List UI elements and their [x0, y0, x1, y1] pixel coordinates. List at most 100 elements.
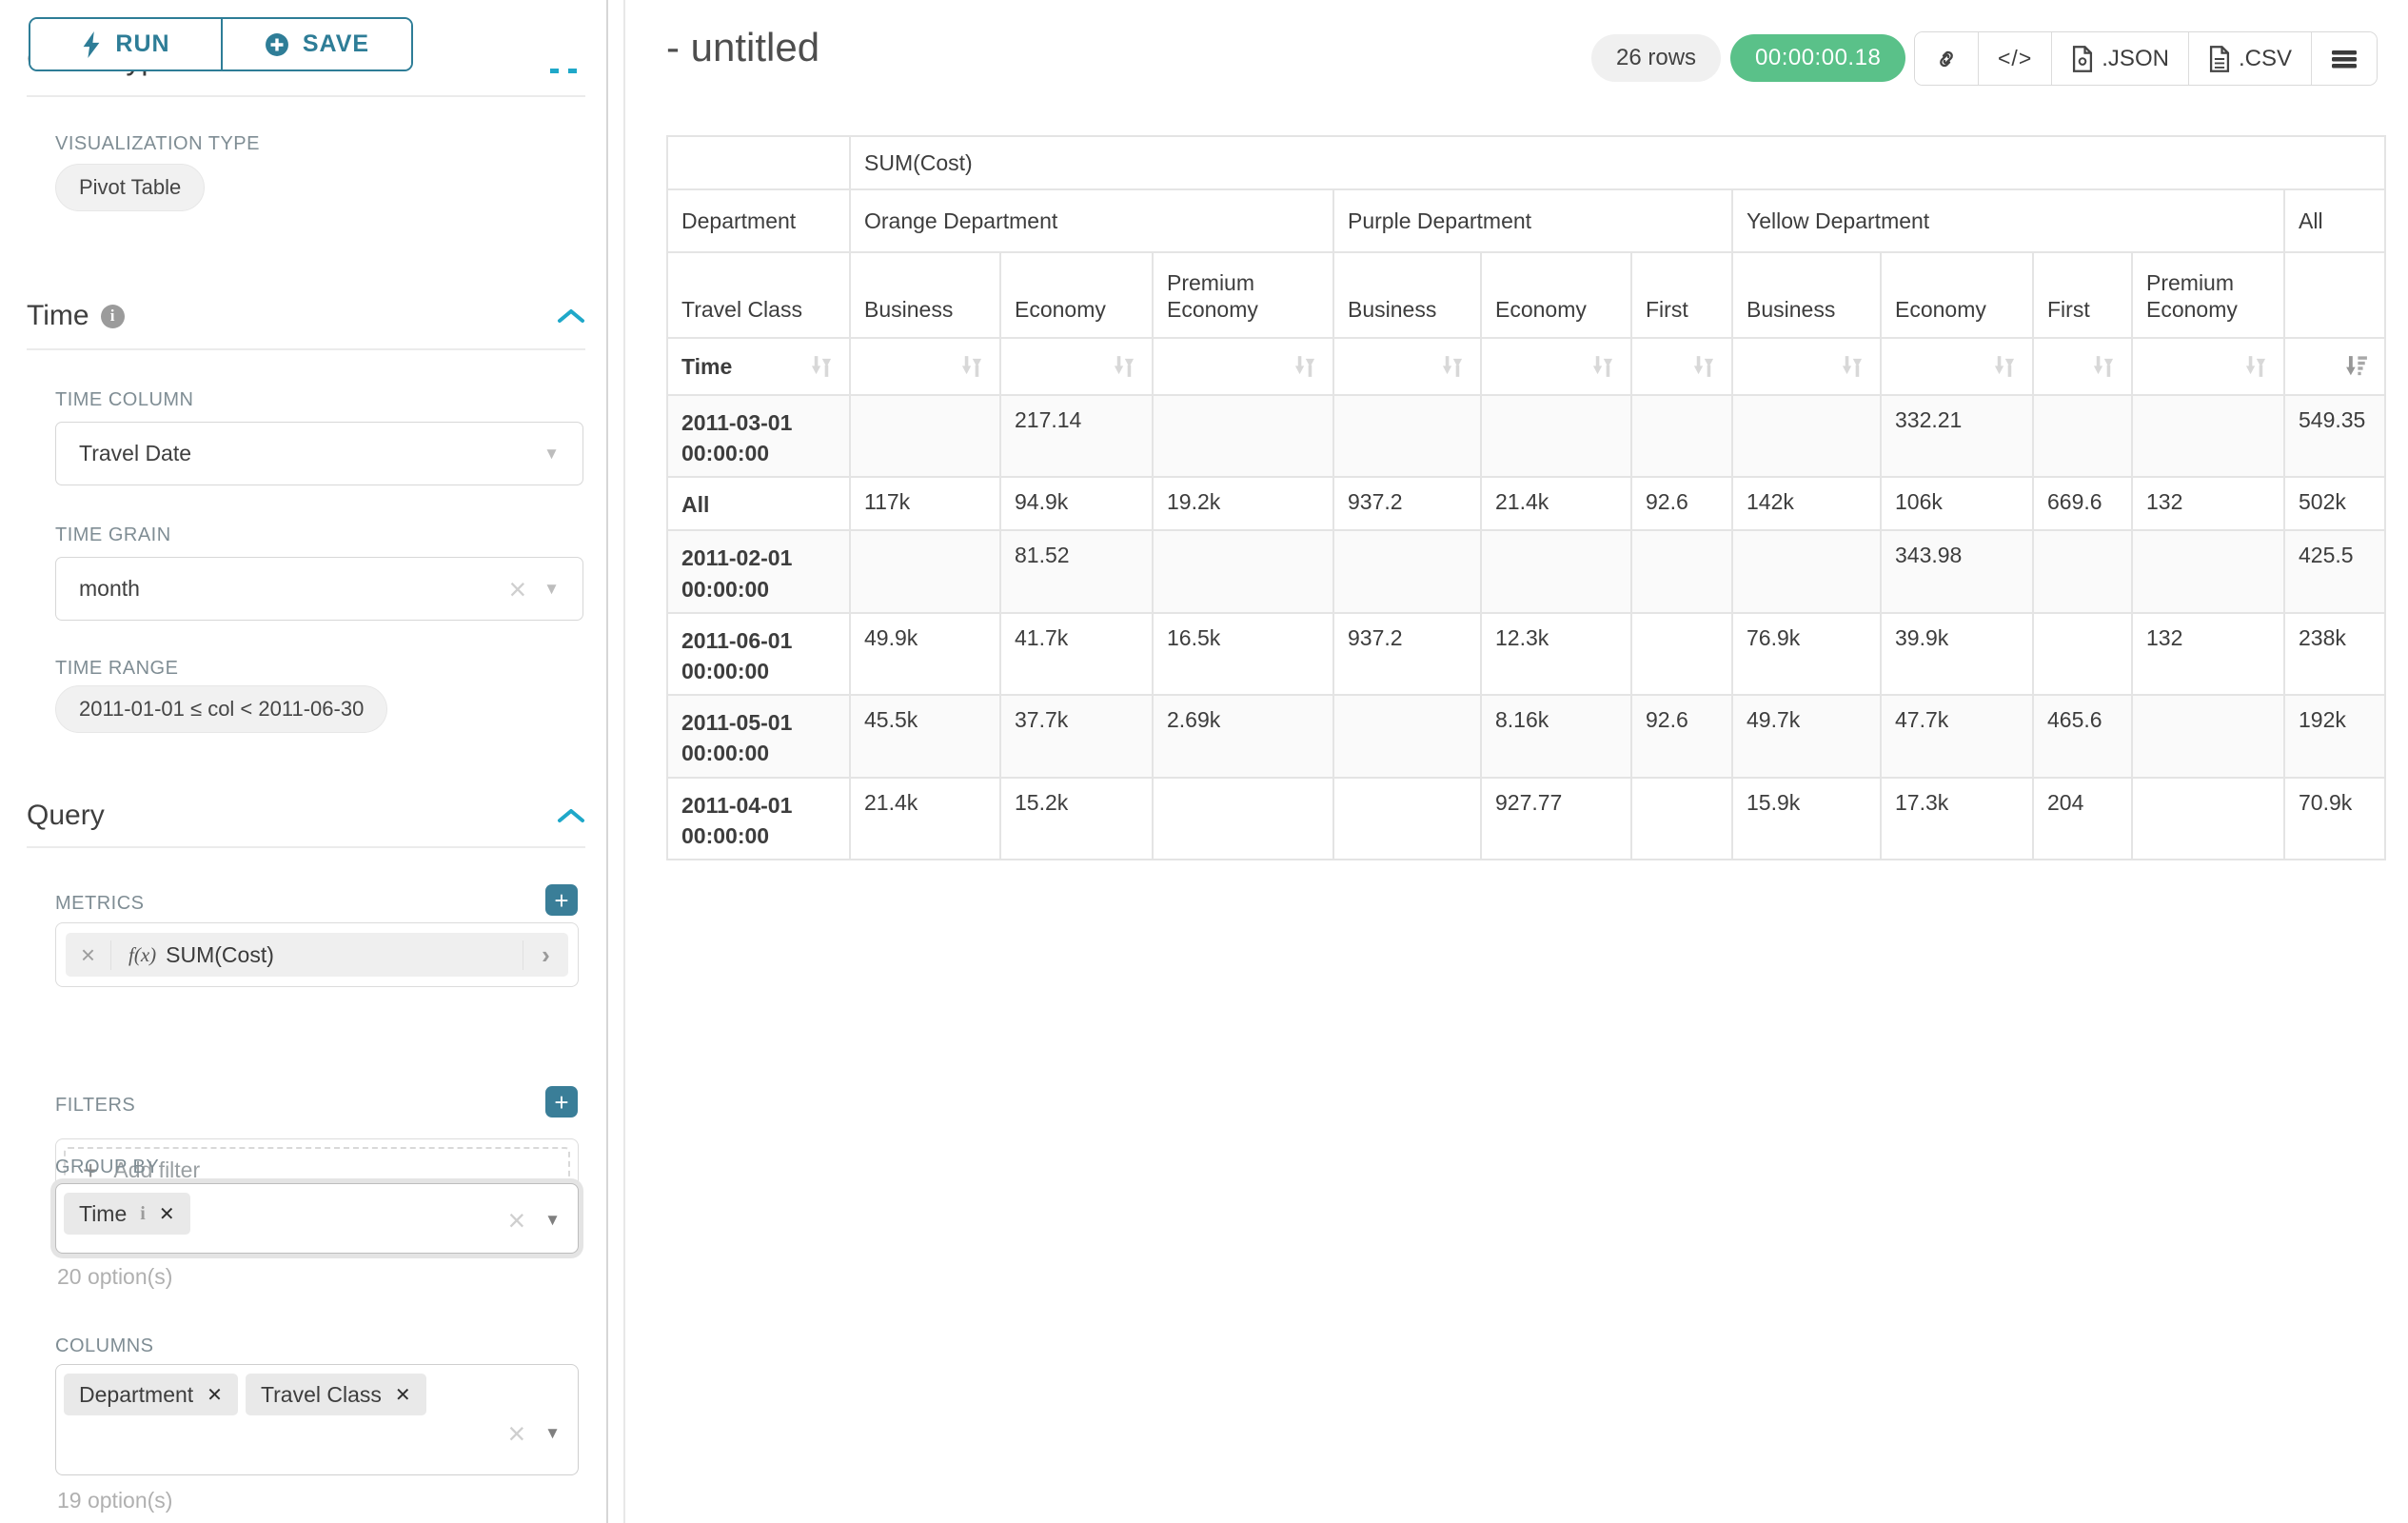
export-csv-button[interactable]: .CSV [2187, 32, 2311, 85]
code-icon: </> [1998, 46, 2033, 70]
class-header: Premium Economy [1152, 251, 1334, 339]
export-json-button[interactable]: .JSON [2051, 32, 2188, 85]
caret-down-icon[interactable]: ▼ [544, 1424, 561, 1442]
query-section-header[interactable]: Query [27, 800, 585, 832]
run-button[interactable]: RUN [30, 19, 221, 69]
metric-header: SUM(Cost) [848, 135, 2387, 190]
cell [1630, 611, 1733, 697]
remove-tag-icon[interactable]: ✕ [207, 1384, 223, 1406]
plus-icon: + [83, 1155, 99, 1185]
sort-header-row: Time [666, 337, 2387, 396]
time-sort-header[interactable]: Time [666, 337, 851, 396]
columns-tag[interactable]: Department ✕ [64, 1374, 238, 1415]
caret-down-icon[interactable]: ▼ [544, 1211, 561, 1229]
cell: 238k [2282, 611, 2387, 697]
menu-button[interactable] [2310, 32, 2377, 85]
column-sort-header[interactable] [1630, 337, 1733, 396]
remove-metric-icon[interactable]: × [66, 940, 111, 970]
class-header: Economy [1480, 251, 1632, 339]
column-sort-header[interactable] [2131, 337, 2285, 396]
column-sort-header[interactable] [1480, 337, 1632, 396]
dept-group-header: Yellow Department [1731, 188, 2285, 253]
cell: 37.7k [999, 694, 1154, 779]
row-header: 2011-02-01 00:00:00 [666, 529, 851, 614]
cell [2131, 776, 2285, 860]
column-sort-header-active[interactable] [2282, 337, 2387, 396]
row-count-badge: 26 rows [1591, 34, 1722, 82]
chevron-right-icon[interactable]: › [523, 940, 568, 970]
time-column-select[interactable]: Travel Date × ▼ [55, 422, 583, 485]
group-by-select[interactable]: Time i ✕ × ▼ [55, 1183, 579, 1254]
add-filter-button[interactable]: + [545, 1086, 578, 1118]
clear-icon[interactable]: × [507, 1203, 526, 1237]
columns-select[interactable]: Department ✕ Travel Class ✕ × ▼ [55, 1364, 579, 1475]
cell: 47.7k [1880, 694, 2034, 779]
class-header: First [2032, 251, 2133, 339]
time-grain-select[interactable]: month × ▼ [55, 557, 583, 621]
class-header: Business [849, 251, 1001, 339]
cell [2032, 393, 2133, 479]
viz-type-pill[interactable]: Pivot Table [55, 164, 206, 211]
column-sort-header[interactable] [1880, 337, 2034, 396]
column-sort-header[interactable] [1731, 337, 1882, 396]
column-sort-header[interactable] [2032, 337, 2133, 396]
sort-icon [1693, 356, 1714, 377]
run-save-button-group: RUN SAVE [29, 17, 413, 71]
csv-file-icon [2209, 45, 2230, 72]
cell: 132 [2131, 476, 2285, 532]
column-sort-header[interactable] [1152, 337, 1334, 396]
control-panel: Chart Type RUN SAVE VISUALIZATION TYPE P… [0, 0, 628, 1523]
save-button[interactable]: SAVE [221, 19, 411, 69]
share-link-button[interactable] [1915, 32, 1978, 85]
time-range-pill[interactable]: 2011-01-01 ≤ col < 2011-06-30 [55, 685, 388, 733]
sort-icon[interactable] [807, 352, 836, 381]
cell: 41.7k [999, 611, 1154, 697]
column-sort-header[interactable] [1332, 337, 1482, 396]
time-grain-value: month [79, 576, 140, 601]
cell: 937.2 [1332, 611, 1482, 697]
columns-tag[interactable]: Travel Class ✕ [245, 1374, 426, 1415]
divider [27, 348, 585, 350]
cell: 106k [1880, 476, 2034, 532]
sort-icon [1114, 356, 1135, 377]
caret-down-icon: ▼ [543, 444, 560, 463]
remove-tag-icon[interactable]: ✕ [158, 1203, 175, 1225]
cell: 81.52 [999, 529, 1154, 614]
cell [2032, 611, 2133, 697]
chevron-up-icon[interactable] [557, 807, 585, 824]
group-by-tag[interactable]: Time i ✕ [64, 1193, 190, 1235]
cell: 192k [2282, 694, 2387, 779]
clear-icon[interactable]: × [508, 571, 527, 606]
column-sort-header[interactable] [849, 337, 1001, 396]
chart-title[interactable]: - untitled [666, 25, 820, 69]
pivot-table-container: SUM(Cost) Department Orange Department P… [666, 135, 2387, 860]
add-metric-button[interactable]: + [545, 884, 578, 916]
divider [27, 95, 585, 97]
query-section-title: Query [27, 800, 105, 831]
cell: 49.9k [849, 611, 1001, 697]
column-sort-header[interactable] [999, 337, 1154, 396]
cell: 15.2k [999, 776, 1154, 860]
class-header: First [1630, 251, 1733, 339]
viz-type-label: VISUALIZATION TYPE [55, 133, 260, 154]
table-row: All 117k 94.9k 19.2k 937.2 21.4k 92.6 14… [666, 476, 2387, 532]
cell [2032, 529, 2133, 614]
chevron-up-icon[interactable] [557, 307, 585, 325]
cell: 502k [2282, 476, 2387, 532]
metric-pill[interactable]: × f(x) SUM(Cost) › [66, 933, 568, 977]
time-range-label: TIME RANGE [55, 658, 179, 679]
remove-tag-icon[interactable]: ✕ [394, 1384, 411, 1406]
blank-cell [2282, 251, 2387, 339]
class-header: Premium Economy [2131, 251, 2285, 339]
divider [27, 846, 585, 848]
time-section-header[interactable]: Time i [27, 300, 585, 332]
cell: 669.6 [2032, 476, 2133, 532]
cell: 21.4k [849, 776, 1001, 860]
time-section-title: Time [27, 300, 89, 331]
clear-icon[interactable]: × [507, 1416, 526, 1451]
cell: 132 [2131, 611, 2285, 697]
table-row: 2011-04-01 00:00:00 21.4k 15.2k 927.77 1… [666, 776, 2387, 860]
cell: 549.35 [2282, 393, 2387, 479]
time-column-label: TIME COLUMN [55, 389, 194, 410]
view-query-button[interactable]: </> [1978, 32, 2052, 85]
